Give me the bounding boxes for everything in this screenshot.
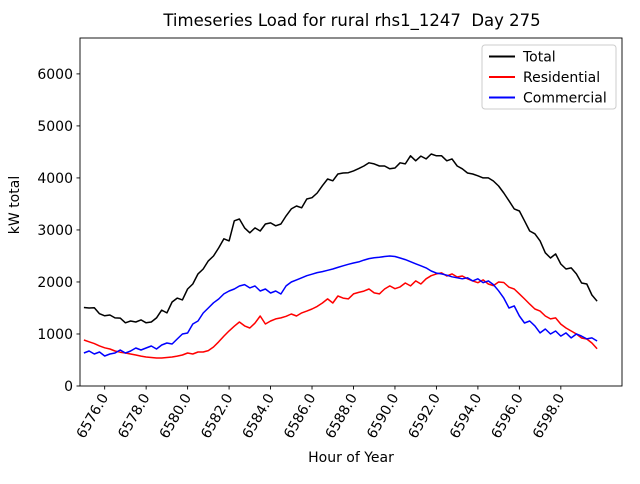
legend-label-commercial: Commercial: [523, 91, 607, 107]
y-tick-label: 5000: [37, 119, 73, 135]
legend-label-residential: Residential: [523, 70, 600, 86]
legend-box: [481, 44, 617, 110]
x-tick-label: 6586.0: [281, 391, 319, 441]
y-tick-label: 3000: [37, 223, 73, 239]
legend: Total Residential Commercial: [481, 44, 617, 110]
y-tick-label: 2000: [37, 275, 73, 291]
y-tick-label: 4000: [37, 171, 73, 187]
x-tick-label: 6588.0: [323, 391, 361, 441]
legend-label-total: Total: [522, 50, 556, 66]
series-line-residential: [83, 272, 598, 359]
y-tick-label: 0: [64, 379, 73, 395]
x-tick-label: 6596.0: [488, 391, 526, 441]
x-tick-label: 6582.0: [198, 391, 236, 441]
x-tick-label: 6576.0: [74, 391, 112, 441]
series-line-commercial: [83, 255, 598, 357]
x-tick-label: 6590.0: [364, 391, 402, 441]
x-tick-label: 6594.0: [447, 391, 485, 441]
x-tick-label: 6584.0: [240, 391, 278, 441]
x-tick-label: 6592.0: [406, 391, 444, 441]
x-axis-label: Hour of Year: [308, 450, 394, 466]
x-tick-label: 6578.0: [115, 391, 153, 441]
data-series: [83, 153, 598, 359]
y-tick-label: 6000: [37, 67, 73, 83]
x-tick-label: 6598.0: [530, 391, 568, 441]
series-line-total: [83, 153, 598, 324]
y-axis-label: kW total: [7, 176, 23, 234]
chart-title: Timeseries Load for rural rhs1_1247 Day …: [162, 11, 540, 31]
y-tick-label: 1000: [37, 327, 73, 343]
x-tick-label: 6580.0: [157, 391, 195, 441]
